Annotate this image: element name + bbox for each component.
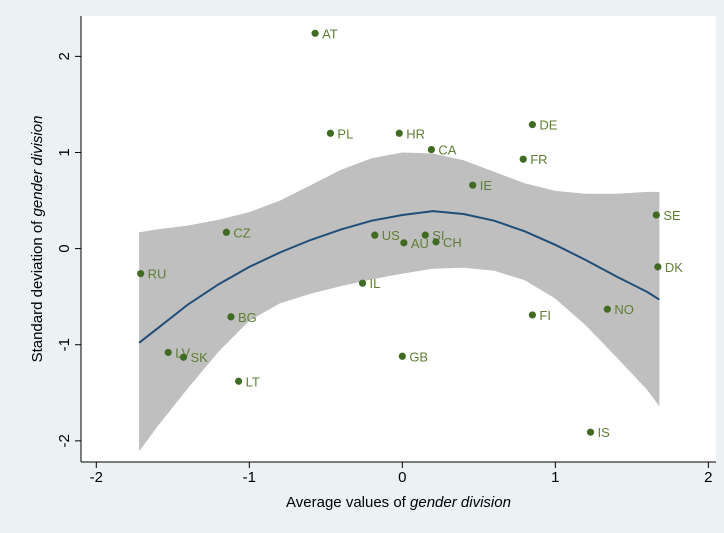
data-point-ru	[137, 270, 145, 278]
point-label-ch: CH	[443, 235, 462, 250]
data-point-hr	[395, 129, 403, 137]
y-tick-label: 2	[56, 52, 73, 60]
point-label-de: DE	[539, 118, 557, 133]
point-label-pl: PL	[337, 126, 353, 141]
x-axis-label: Average values of gender division	[286, 494, 511, 511]
point-label-lt: LT	[246, 374, 260, 389]
data-point-il	[358, 279, 367, 287]
data-point-ch	[432, 238, 440, 246]
confidence-band	[139, 152, 660, 452]
point-label-sk: SK	[191, 350, 209, 365]
point-label-fr: FR	[530, 152, 547, 167]
data-point-ie	[469, 181, 477, 189]
x-tick-label: -1	[243, 469, 256, 486]
data-point-se	[652, 211, 660, 219]
data-point-dk	[654, 263, 662, 271]
data-point-cz	[222, 228, 230, 236]
point-label-cz: CZ	[233, 225, 250, 240]
y-tick-label: -1	[56, 338, 73, 351]
x-tick-label: -2	[90, 469, 103, 486]
data-point-at	[311, 29, 319, 37]
x-tick-label: 2	[704, 469, 712, 486]
point-label-ie: IE	[480, 178, 493, 193]
y-tick-label: 1	[56, 148, 73, 156]
data-point-gb	[398, 352, 406, 360]
data-point-pl	[326, 129, 335, 137]
data-point-bg	[227, 313, 235, 321]
y-tick-label: -2	[56, 434, 73, 447]
data-point-is	[586, 428, 595, 436]
point-label-fi: FI	[539, 308, 551, 323]
data-point-si	[421, 231, 429, 239]
point-label-at: AT	[322, 26, 338, 41]
y-axis-label: Standard deviation of gender division	[29, 116, 46, 363]
data-point-lv	[164, 348, 172, 357]
data-point-fr	[519, 155, 527, 163]
data-point-au	[400, 239, 408, 247]
confidence-band-layer	[139, 152, 660, 452]
data-point-ca	[427, 146, 435, 154]
point-label-bg: BG	[238, 310, 257, 325]
point-label-dk: DK	[665, 260, 683, 275]
data-point-de	[528, 121, 536, 129]
point-label-no: NO	[614, 302, 634, 317]
point-label-il: IL	[370, 276, 381, 291]
point-label-au: AU	[411, 236, 429, 251]
point-label-gb: GB	[409, 349, 428, 364]
axes-layer: -2 -1 0 1 2 -2 -1 0 1 2	[56, 16, 716, 486]
x-tick-label: 0	[398, 469, 406, 486]
point-label-us: US	[382, 228, 400, 243]
data-point-sk	[179, 353, 188, 361]
data-point-no	[603, 305, 611, 313]
y-tick-label: 0	[56, 244, 73, 252]
point-label-ru: RU	[148, 267, 167, 282]
point-label-is: IS	[598, 425, 611, 440]
point-label-se: SE	[663, 208, 681, 223]
fit-line-layer	[138, 210, 660, 344]
data-point-us	[371, 231, 379, 239]
fit-line	[138, 210, 660, 344]
data-point-lt	[235, 377, 243, 385]
x-tick-label: 1	[551, 469, 559, 486]
point-label-hr: HR	[406, 126, 425, 141]
data-point-fi	[528, 311, 536, 319]
point-label-ca: CA	[438, 143, 456, 158]
